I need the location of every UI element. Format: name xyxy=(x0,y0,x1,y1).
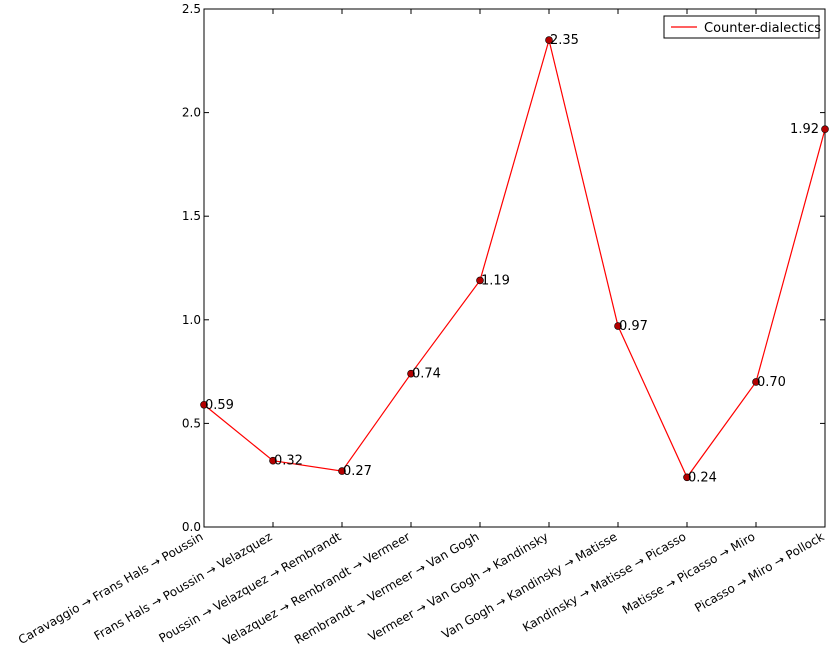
data-point xyxy=(821,125,829,133)
legend: Counter-dialectics xyxy=(663,15,821,39)
data-label: 0.59 xyxy=(205,398,234,413)
data-label: 1.92 xyxy=(790,122,819,137)
data-label: 0.97 xyxy=(619,319,648,334)
data-point xyxy=(476,276,484,285)
data-label: 0.70 xyxy=(757,375,786,390)
data-point xyxy=(752,378,760,386)
x-tick-label: Picasso → Miro → Pollock xyxy=(692,529,826,615)
series-line xyxy=(203,37,826,479)
data-label: 0.32 xyxy=(274,454,303,469)
data-label: 0.27 xyxy=(343,464,372,479)
y-tick-label: 0.5 xyxy=(182,416,201,430)
y-tick-label: 2.5 xyxy=(182,2,201,16)
data-label: 2.35 xyxy=(550,33,579,48)
data-label: 0.24 xyxy=(688,470,717,485)
series-layer: 0.59 0.32 0.27 0.74 1.19 2.35 0.97 0.24 0.70 1.92 xyxy=(200,33,829,485)
data-point xyxy=(200,400,208,409)
plot-area xyxy=(203,8,826,528)
data-point xyxy=(407,369,415,378)
data-point xyxy=(614,322,622,330)
y-tick-label: 0.0 xyxy=(182,520,201,534)
y-tick-label: 1.0 xyxy=(182,313,201,327)
legend-label: Counter-dialectics xyxy=(704,21,821,36)
data-label: 1.19 xyxy=(481,273,510,288)
y-tick-label: 1.5 xyxy=(182,209,201,223)
legend-box xyxy=(663,15,820,39)
data-label: 0.74 xyxy=(412,367,441,382)
y-axis: 0.0 0.5 1.0 1.5 2.0 2.5 xyxy=(182,2,825,534)
data-point xyxy=(545,36,553,44)
data-point xyxy=(269,456,277,465)
x-tick-label: Matisse → Picasso → Miro xyxy=(620,529,758,617)
data-point xyxy=(683,473,691,482)
data-point xyxy=(338,467,346,475)
y-tick-label: 2.0 xyxy=(182,106,201,120)
